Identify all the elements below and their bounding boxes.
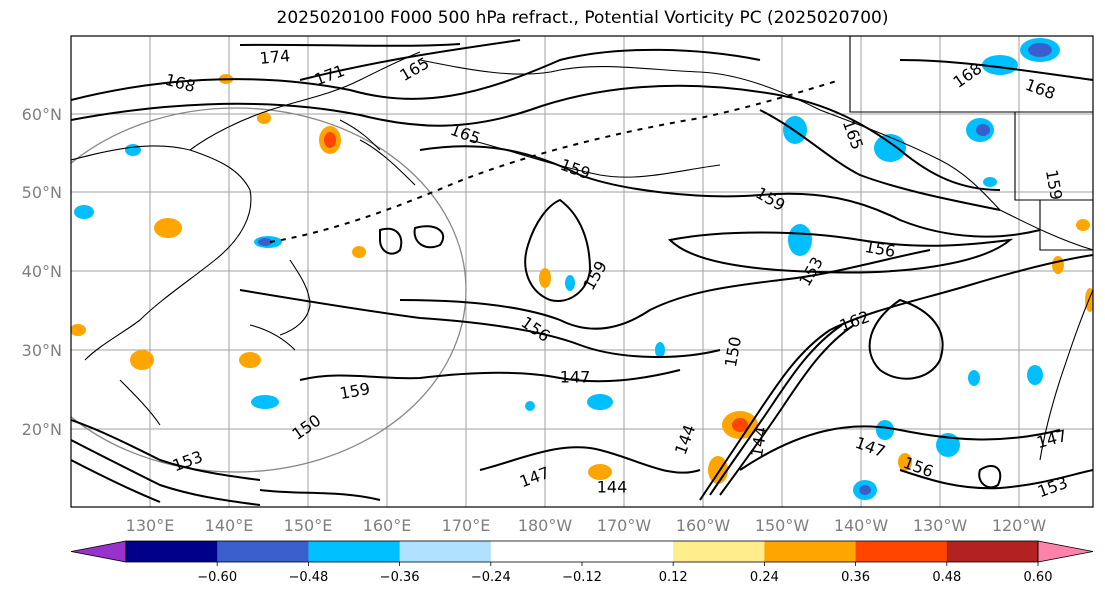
- colorbar-segment: [126, 541, 218, 562]
- colorbar-arrow-low: [70, 540, 127, 563]
- longitude-label: 120°W: [992, 516, 1047, 535]
- longitude-label: 150°E: [284, 516, 333, 535]
- colorbar-tick-label: 0.12: [659, 570, 688, 585]
- colorbar-tick-label: 0.48: [932, 570, 961, 585]
- colorbar-segment: [308, 541, 401, 562]
- colorbar-tick-label: −0.12: [562, 570, 602, 585]
- pv-shading: [71, 38, 1093, 500]
- colorbar-tick-label: −0.24: [471, 570, 511, 585]
- longitude-label: 130°W: [913, 516, 968, 535]
- dashed-boundary: [269, 79, 841, 243]
- contour-label: 144: [597, 478, 628, 497]
- colorbar-segment: [946, 541, 1039, 562]
- contour-label: 147: [560, 368, 591, 387]
- colorbar-arrow-high: [1037, 540, 1094, 563]
- colorbar-segment: [855, 541, 948, 562]
- longitude-label: 130°E: [126, 516, 175, 535]
- colorbar-segment: [217, 541, 309, 562]
- colorbar-tick-label: 0.60: [1024, 570, 1053, 585]
- longitude-label: 140°E: [205, 516, 254, 535]
- latitude-label: 40°N: [22, 262, 62, 281]
- colorbar-tick-label: −0.60: [197, 570, 237, 585]
- plot-title: 2025020100 F000 500 hPa refract., Potent…: [276, 8, 889, 28]
- colorbar-segment: [764, 541, 857, 562]
- refractivity-contours: [71, 39, 1093, 506]
- colorbar-tick-label: −0.48: [288, 570, 328, 585]
- map-frame: [70, 35, 1094, 508]
- contour-label: 174: [259, 46, 291, 68]
- longitude-label: 170°E: [442, 516, 491, 535]
- colorbar-tick-label: 0.24: [750, 570, 779, 585]
- coastlines: [71, 36, 1093, 461]
- colorbar-segment: [490, 541, 583, 562]
- latitude-labels: 60°N 50°N 40°N 30°N 20°N: [22, 105, 62, 439]
- longitude-label: 160°W: [676, 516, 731, 535]
- longitude-label: 150°W: [755, 516, 810, 535]
- range-circle: [71, 107, 467, 473]
- latitude-label: 50°N: [22, 183, 62, 202]
- colorbar-segment: [399, 541, 492, 562]
- latitude-label: 60°N: [22, 105, 62, 124]
- colorbar: −0.60 −0.48 −0.36 −0.24 −0.12 0.12 0.24 0.36 0.4…: [70, 540, 1094, 585]
- longitude-label: 170°W: [597, 516, 652, 535]
- longitude-label: 160°E: [363, 516, 412, 535]
- latitude-label: 30°N: [22, 341, 62, 360]
- latitude-label: 20°N: [22, 420, 62, 439]
- colorbar-segment: [673, 541, 765, 562]
- longitude-labels: 130°E 140°E 150°E 160°E 170°E 180°W 170°W 160°W…: [126, 516, 1047, 535]
- colorbar-tick-label: 0.36: [841, 570, 870, 585]
- longitude-label: 140°W: [834, 516, 889, 535]
- colorbar-segment: [582, 541, 674, 562]
- graticule: [71, 36, 1093, 507]
- longitude-label: 180°W: [518, 516, 573, 535]
- colorbar-tick-label: −0.36: [380, 570, 420, 585]
